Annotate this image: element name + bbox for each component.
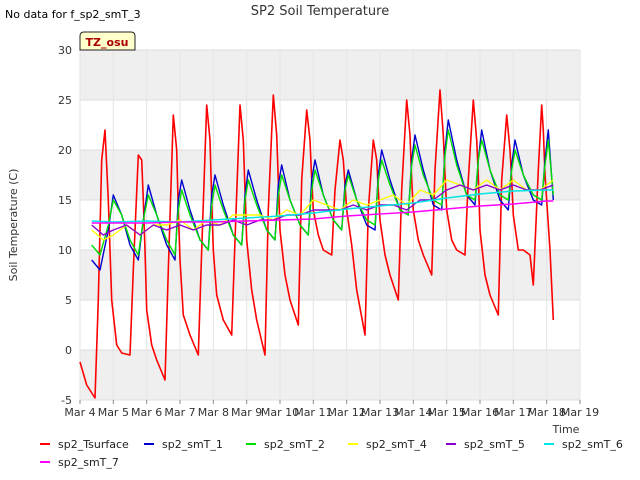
x-tick-label: Mar 18	[528, 406, 566, 419]
x-tick-label: Mar 10	[261, 406, 299, 419]
x-tick-label: Mar 8	[198, 406, 229, 419]
y-tick-label: 10	[58, 244, 72, 257]
y-tick-label: 5	[65, 294, 72, 307]
x-tick-label: Mar 13	[361, 406, 399, 419]
series-sp2_smT_2	[91, 129, 554, 256]
series-sp2_smT_7	[91, 200, 554, 224]
tz-badge: TZ_osu	[79, 31, 136, 51]
grid-bands	[80, 50, 580, 400]
legend-label: sp2_Tsurface	[58, 438, 129, 451]
legend-item-sp2_smT_2: sp2_smT_2	[246, 438, 325, 451]
y-tick-label: 15	[58, 194, 72, 207]
x-tick-label: Mar 11	[294, 406, 332, 419]
x-tick-label: Mar 14	[394, 406, 432, 419]
x-tick-label: Mar 4	[64, 406, 95, 419]
legend-item-sp2_Tsurface: sp2_Tsurface	[40, 438, 129, 451]
series-sp2_smT_5	[91, 184, 554, 236]
grid-band	[80, 250, 580, 300]
legend-item-sp2_smT_7: sp2_smT_7	[40, 456, 119, 469]
x-tick-label: Mar 15	[428, 406, 466, 419]
legend-item-sp2_smT_5: sp2_smT_5	[446, 438, 525, 451]
x-tick-label: Mar 19	[561, 406, 599, 419]
series-sp2_smT_6	[91, 189, 554, 223]
series-sp2_smT_4	[91, 179, 554, 241]
no-data-note: No data for f_sp2_smT_3	[5, 8, 141, 21]
y-tick-label: -5	[61, 394, 72, 407]
grid-band	[80, 150, 580, 200]
tz-badge-label: TZ_osu	[86, 36, 129, 49]
y-tick-label: 0	[65, 344, 72, 357]
x-tick-label: Mar 12	[328, 406, 366, 419]
legend-item-sp2_smT_6: sp2_smT_6	[544, 438, 623, 451]
legend: sp2_Tsurface sp2_smT_1 sp2_smT_2 sp2_smT_4 s…	[40, 438, 623, 469]
legend-label: sp2_smT_1	[162, 438, 223, 451]
x-tick-label: Mar 16	[461, 406, 499, 419]
grid-band	[80, 350, 580, 400]
y-tick-label: 25	[58, 94, 72, 107]
legend-label: sp2_smT_2	[264, 438, 325, 451]
chart-title: SP2 Soil Temperature	[251, 4, 389, 19]
y-axis-label: Soil Temperature (C)	[7, 169, 20, 282]
legend-item-sp2_smT_4: sp2_smT_4	[348, 438, 427, 451]
x-tick-label: Mar 5	[98, 406, 129, 419]
legend-label: sp2_smT_5	[464, 438, 525, 451]
y-tick-label: 20	[58, 144, 72, 157]
y-tick-label: 30	[58, 44, 72, 57]
x-axis-label: Time	[552, 423, 580, 436]
x-tick-label: Mar 9	[231, 406, 262, 419]
y-axis-ticks: -5 0 5 10 15 20 25 30	[58, 44, 72, 407]
x-tick-label: Mar 17	[494, 406, 532, 419]
gridlines	[79, 49, 581, 401]
series-layer	[79, 89, 555, 399]
legend-label: sp2_smT_4	[366, 438, 427, 451]
x-tick-label: Mar 6	[131, 406, 162, 419]
series-sp2_Tsurface	[79, 89, 555, 399]
x-tick-label: Mar 7	[164, 406, 195, 419]
grid-band	[80, 50, 580, 100]
legend-label: sp2_smT_6	[562, 438, 623, 451]
legend-item-sp2_smT_1: sp2_smT_1	[144, 438, 223, 451]
legend-label: sp2_smT_7	[58, 456, 119, 469]
